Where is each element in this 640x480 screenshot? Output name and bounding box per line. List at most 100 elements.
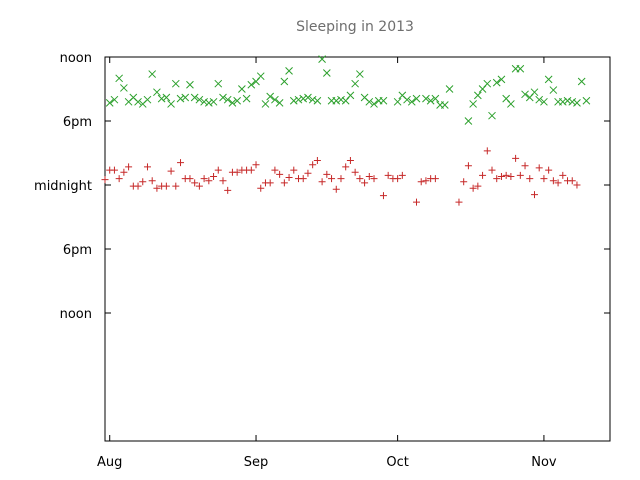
sleep-point [233,168,241,176]
wake-point [535,95,544,104]
sleep-point [313,156,321,164]
sleep-point [101,176,109,184]
sleep-point [535,164,543,172]
y-tick-label: midnight [34,179,92,194]
wake-point [370,100,378,108]
sleep-point [526,175,534,183]
sleep-point [521,162,529,170]
sleep-point [219,177,227,185]
sleep-point [337,175,345,183]
sleep-point [186,175,194,183]
sleep-point [120,168,128,176]
wake-point [530,88,539,97]
y-tick-label: noon [60,307,92,322]
sleep-point [318,178,326,186]
wake-point [356,70,364,78]
sleep-point [573,181,581,189]
sleep-point [469,184,477,192]
wake-point [440,101,449,109]
wake-point [271,95,279,104]
wake-point [228,99,237,107]
sleep-point [266,179,274,187]
wake-point [143,95,152,104]
wake-point [483,79,492,88]
wake-point [204,99,213,107]
wake-point [299,94,308,103]
x-axis: Aug Sep Oct Nov [97,57,557,470]
wake-point [563,96,572,105]
sleep-point [512,154,520,162]
sleep-point [134,182,142,190]
sleep-point [507,172,515,180]
wake-point [582,96,591,105]
sleep-point [177,159,185,167]
sleep-point [342,163,350,171]
wake-point [313,96,322,105]
wake-point [176,94,185,103]
sleep-point [172,182,180,190]
y-tick-label: noon [60,51,92,66]
sleep-point [384,171,392,179]
x-tick-label: Nov [531,455,557,470]
sleep-point [497,172,505,180]
sleep-point [280,179,288,187]
wake-point [120,84,128,92]
sleep-point [200,175,208,183]
wake-point [497,75,506,84]
sleep-point [257,184,265,192]
wake-point [105,99,114,107]
y-axis: noon 6pm midnight 6pm noon [34,51,610,322]
wake-point [186,80,194,89]
wake-point [346,91,355,100]
sleep-point [328,175,336,183]
sleep-point [422,177,430,185]
sleep-point [464,162,472,170]
wake-point [148,70,157,78]
sleep-point [502,171,510,179]
sleep-point [110,166,118,174]
wake-point [558,97,567,106]
wake-point [233,96,242,105]
wake-point [266,92,275,101]
sleep-point [559,171,567,179]
sleep-point [516,171,524,179]
sleep-point [479,171,487,179]
wake-point [407,97,416,106]
sleep-point [568,177,576,185]
sleep-point [483,147,491,155]
sleep-point [398,171,406,179]
sleep-point [299,175,307,183]
sleep-point [530,191,538,199]
wake-point [294,95,303,104]
wake-point [403,95,411,104]
wake-point [337,95,345,104]
sleep-point [431,175,439,183]
wake-point [261,100,270,108]
sleep-point [540,175,548,183]
wake-point [540,97,548,106]
sleep-point [412,198,420,206]
wake-point [365,97,374,106]
sleep-point [167,167,175,175]
sleep-point [323,170,331,178]
wake-point [110,95,119,104]
sleep-point [356,175,364,183]
sleep-point [309,161,317,169]
x-tick-label: Sep [244,455,269,470]
sleep-point [148,177,156,185]
sleep-point [205,177,213,185]
wake-point [238,85,246,93]
sleep-point [143,163,151,171]
wake-point [247,80,256,89]
wake-point [488,111,496,120]
sleep-point [474,182,482,190]
sleep-point [488,166,496,174]
wake-point [521,90,529,99]
sleep-point [370,175,378,183]
wake-point [412,94,421,103]
sleep-point [224,186,232,194]
wake-point [162,93,171,102]
sleep-point [351,168,359,176]
wake-point [332,96,341,105]
data-points [101,55,591,206]
